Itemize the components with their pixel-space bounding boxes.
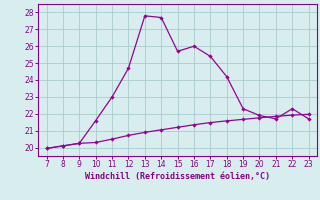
X-axis label: Windchill (Refroidissement éolien,°C): Windchill (Refroidissement éolien,°C) (85, 172, 270, 181)
